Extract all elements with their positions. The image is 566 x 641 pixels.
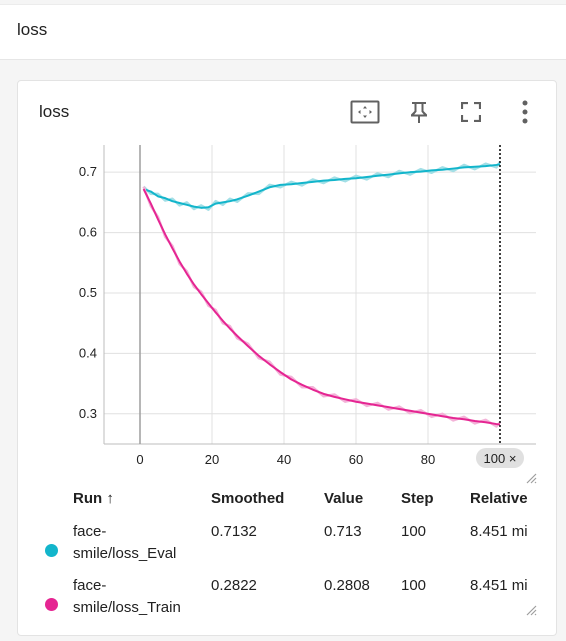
fullscreen-icon [461, 102, 481, 122]
pin-button[interactable] [402, 95, 436, 129]
x-tick-label: 60 [349, 452, 363, 467]
chart-card: loss 0.3 0.4 0.5 0.6 0.7 0 20 40 60 80 100 × Run ↑… [17, 80, 557, 636]
run-name-line2: smile/loss_Eval [73, 545, 177, 562]
fit-domain-icon [350, 100, 380, 124]
smoothed-value: 0.7132 [211, 523, 257, 540]
smoothed-column-header[interactable]: Smoothed [211, 490, 285, 507]
series-raw-line [142, 186, 501, 428]
series-line [142, 188, 501, 426]
x-tick-label: 80 [421, 452, 435, 467]
fit-domain-button[interactable] [348, 95, 382, 129]
value-cell: 0.713 [324, 523, 362, 540]
run-name-line1: face- [73, 523, 107, 540]
step-cell: 100 [401, 577, 427, 594]
y-tick-label: 0.6 [79, 225, 97, 240]
step-column-header[interactable]: Step [401, 490, 434, 507]
y-tick-label: 0.5 [79, 285, 97, 300]
more-options-button[interactable] [508, 95, 542, 129]
resize-grip-icon [526, 473, 537, 484]
y-tick-label: 0.3 [79, 406, 97, 421]
step-cell: 100 [401, 523, 427, 540]
run-column-header[interactable]: Run ↑ [73, 490, 114, 507]
run-color-swatch[interactable] [45, 544, 58, 557]
smoothed-value: 0.2822 [211, 577, 257, 594]
x-tick-label: 40 [277, 452, 291, 467]
value-column-header[interactable]: Value [324, 490, 364, 507]
more-vertical-icon [522, 100, 528, 124]
resize-grip-icon [526, 605, 537, 616]
series-line [143, 163, 501, 209]
section-header: loss [0, 4, 566, 60]
x-tick-label: 20 [205, 452, 219, 467]
hover-step-chip [476, 448, 524, 468]
chart-resize-handle[interactable] [525, 471, 537, 489]
card-title: loss [39, 102, 70, 121]
loss-chart[interactable]: 0.3 0.4 0.5 0.6 0.7 0 20 40 60 80 100 × [18, 81, 558, 481]
pin-icon [411, 102, 427, 123]
run-color-swatch[interactable] [45, 598, 58, 611]
relative-cell: 8.451 mi [470, 523, 528, 540]
hover-step-chip-label: 100 × [484, 451, 517, 466]
relative-cell: 8.451 mi [470, 577, 528, 594]
table-resize-handle[interactable] [525, 603, 537, 621]
y-tick-label: 0.7 [79, 164, 97, 179]
fullscreen-button[interactable] [454, 95, 488, 129]
run-name-line2: smile/loss_Train [73, 599, 181, 616]
section-title: loss [17, 20, 48, 39]
x-tick-label: 0 [136, 452, 143, 467]
relative-column-header[interactable]: Relative [470, 490, 528, 507]
value-cell: 0.2808 [324, 577, 370, 594]
run-name-line1: face- [73, 577, 107, 594]
y-tick-label: 0.4 [79, 345, 97, 360]
